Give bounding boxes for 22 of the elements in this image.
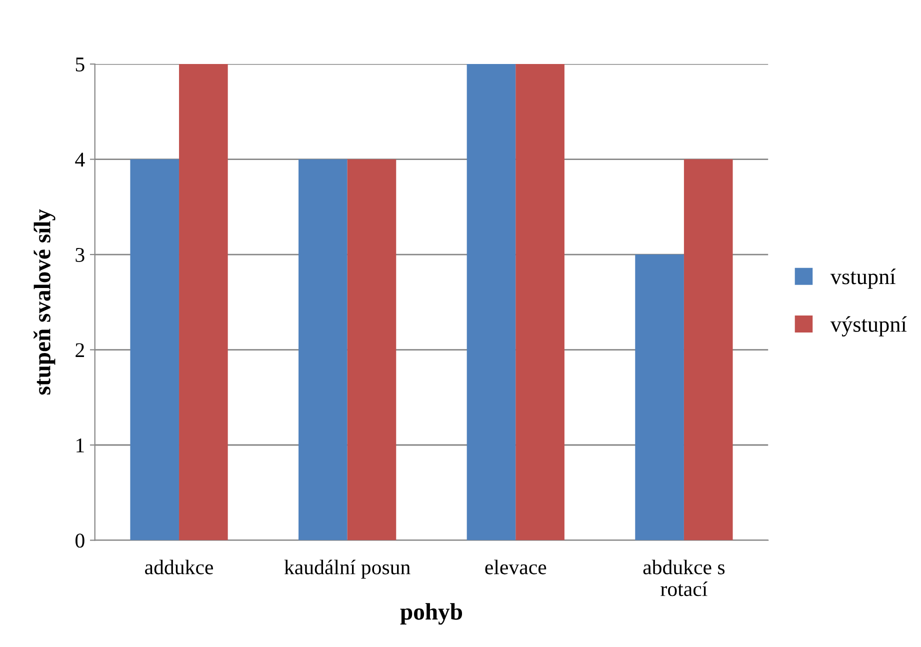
x-tick-label: elevace [485, 560, 546, 574]
legend-label: výstupní [830, 316, 907, 336]
x-axis-title: pohyb [400, 603, 462, 625]
y-tick-label: 1 [76, 438, 84, 452]
bar [130, 159, 180, 540]
x-tick-label: kaudální posun [284, 560, 410, 579]
x-tick-label: addukce [145, 560, 213, 574]
bar [347, 159, 396, 540]
bar [298, 159, 348, 540]
legend-label: vstupní [830, 268, 896, 289]
y-tick-label: 0 [76, 534, 84, 548]
y-tick-label: 3 [76, 248, 84, 262]
bar [684, 159, 733, 540]
x-tick-label: abdukce s rotací [643, 560, 725, 596]
y-tick-label: 5 [76, 58, 84, 72]
y-axis-title: stupeň svalové síly [34, 209, 56, 395]
y-tick-label: 4 [75, 152, 85, 167]
bar [179, 64, 228, 540]
bar [516, 64, 564, 540]
y-tick-label: 2 [76, 343, 84, 357]
bar [635, 254, 684, 540]
bar [466, 64, 516, 540]
